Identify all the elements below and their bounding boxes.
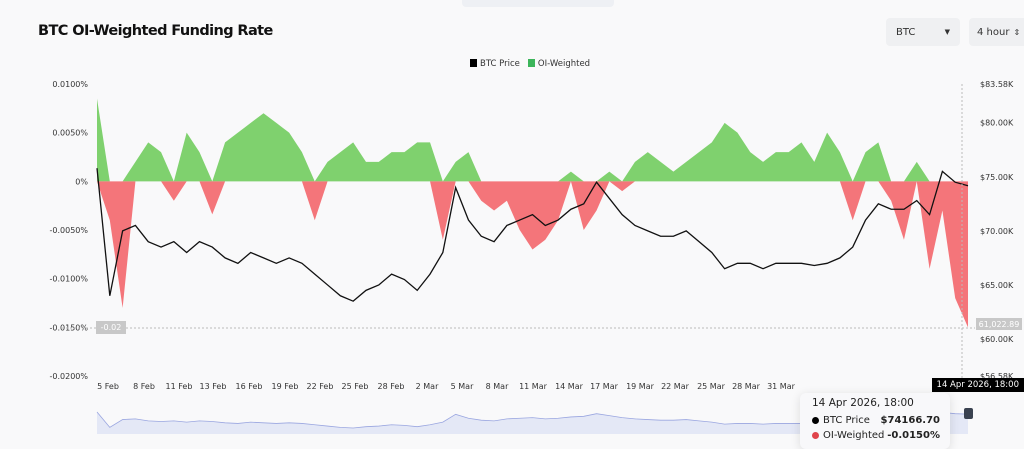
y-left-tick: -0.0050% — [50, 226, 89, 235]
crosshair-x-label: 14 Apr 2026, 18:00 — [931, 378, 1024, 392]
caret-down-icon: ▼ — [944, 28, 950, 36]
legend-label: BTC Price — [480, 59, 520, 69]
up-down-icon: ⇕ — [1013, 27, 1021, 37]
page-title: BTC OI-Weighted Funding Rate — [38, 23, 273, 39]
y-left-tick: 0.0100% — [52, 80, 88, 89]
tooltip-row-oi: OI-Weighted -0.0150% — [812, 430, 940, 441]
top-tab-strip — [462, 0, 614, 7]
y-left-tick: -0.0200% — [50, 372, 89, 381]
tooltip-label: OI-Weighted — [823, 430, 885, 441]
y-left-tick: 0% — [75, 177, 88, 186]
tooltip-label: BTC Price — [823, 415, 870, 426]
coin-select[interactable]: BTC ▼ — [886, 18, 960, 46]
tooltip-value: $74166.70 — [880, 415, 940, 426]
legend-label: OI-Weighted — [537, 59, 591, 69]
y-right-tick: $80.00K — [980, 119, 1014, 128]
x-tick: 16 Feb — [236, 382, 263, 391]
x-tick: 22 Feb — [307, 382, 334, 391]
y-left-tick: 0.0050% — [52, 129, 88, 138]
y-left-tick: -0.0100% — [50, 275, 89, 284]
funding-negative-area — [97, 181, 968, 328]
coin-select-value: BTC — [896, 26, 916, 38]
dot-icon — [812, 417, 819, 424]
legend-item-oi[interactable]: OI-Weighted — [527, 59, 591, 69]
dot-icon — [812, 432, 819, 439]
x-tick: 5 Mar — [451, 382, 474, 391]
x-tick: 8 Feb — [133, 382, 155, 391]
x-tick: 14 Mar — [555, 382, 584, 391]
legend-item-price[interactable]: BTC Price — [470, 59, 520, 69]
y-right-tick: $65.00K — [980, 281, 1014, 290]
x-tick: 17 Mar — [590, 382, 619, 391]
legend-swatch — [527, 59, 535, 67]
x-tick: 28 Feb — [378, 382, 405, 391]
x-tick: 11 Feb — [166, 382, 193, 391]
interval-select-value: 4 hour — [977, 26, 1010, 38]
legend-swatch — [470, 59, 477, 67]
crosshair-left-label: -0.02 — [101, 323, 122, 332]
x-tick: 19 Mar — [626, 382, 655, 391]
legend: BTC Price OI-Weighted — [470, 59, 590, 69]
navigator-handle[interactable] — [964, 408, 973, 419]
crosshair-left-badge — [96, 321, 126, 334]
y-left-tick: -0.0150% — [50, 323, 89, 332]
price-line — [96, 168, 969, 302]
x-tick: 19 Feb — [272, 382, 299, 391]
interval-select[interactable]: 4 hour ⇕ — [969, 18, 1024, 46]
x-tick: 8 Mar — [486, 382, 509, 391]
crosshair-right-label: 61,022.89 — [979, 320, 1020, 329]
navigator-area — [97, 412, 968, 434]
x-tick: 25 Mar — [697, 382, 726, 391]
tooltip-row-price: BTC Price $74166.70 — [812, 415, 940, 426]
y-right-tick: $60.00K — [980, 335, 1014, 344]
x-tick: 2 Mar — [416, 382, 439, 391]
y-right-tick: $83.58K — [980, 80, 1014, 89]
x-tick: 31 Mar — [767, 382, 796, 391]
tooltip-date: 14 Apr 2026, 18:00 — [812, 397, 914, 409]
x-tick: 11 Mar — [519, 382, 548, 391]
x-tick: 5 Feb — [97, 382, 119, 391]
tooltip-value: -0.0150% — [887, 430, 940, 441]
funding-positive-area — [97, 98, 968, 182]
crosshair-right-badge — [976, 318, 1022, 330]
x-tick: 22 Mar — [661, 382, 690, 391]
x-tick: 13 Feb — [200, 382, 227, 391]
y-right-tick: $70.00K — [980, 227, 1014, 236]
y-right-tick: $56.58K — [980, 372, 1014, 381]
x-tick: 25 Feb — [342, 382, 369, 391]
tooltip: 14 Apr 2026, 18:00 BTC Price $74166.70 OI… — [800, 393, 950, 449]
y-right-tick: $75.00K — [980, 173, 1014, 182]
x-tick: 28 Mar — [732, 382, 761, 391]
